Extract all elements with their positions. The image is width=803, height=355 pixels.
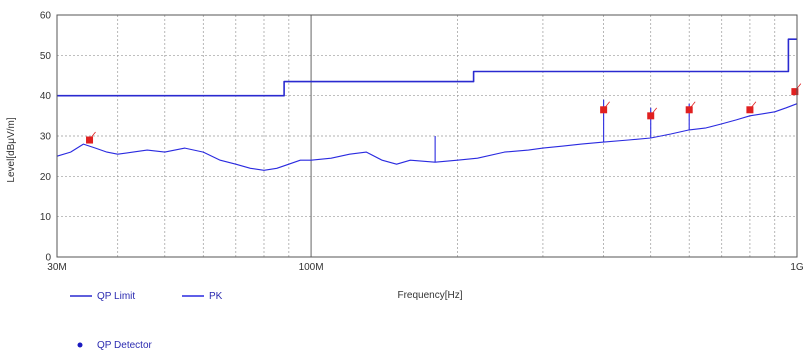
qp-detector-marker-tag	[690, 101, 696, 108]
y-tick-label: 40	[40, 91, 52, 102]
qp-detector-marker-tag	[605, 101, 610, 108]
legend-qp-detector-swatch	[77, 342, 83, 348]
pk-trace	[56, 103, 798, 171]
grid-layer	[57, 15, 797, 257]
legend: QP Limit PK QP Detector	[70, 291, 223, 351]
y-tick-label: 20	[40, 172, 52, 183]
qp-detector-marker	[746, 106, 754, 114]
y-tick-label: 10	[40, 212, 52, 223]
y-tick-label: 30	[40, 132, 52, 143]
qp-detector-marker	[685, 106, 693, 114]
plot-frame	[56, 14, 798, 258]
x-axis-title: Frequency[Hz]	[397, 290, 462, 301]
legend-qp-limit-label: QP Limit	[97, 291, 135, 302]
legend-qp-detector-label: QP Detector	[97, 340, 153, 351]
qp-detector-marker	[600, 106, 608, 114]
x-tick-label: 1G	[790, 262, 803, 273]
qp-limit-line	[57, 38, 797, 97]
y-tick-label: 0	[45, 253, 51, 264]
qp-detector-marker-tag	[796, 83, 802, 89]
y-axis-title: Level[dBμV/m]	[6, 117, 17, 182]
marker-layer	[86, 83, 802, 144]
qp-detector-marker	[791, 88, 799, 96]
qp-detector-marker-tag	[751, 101, 757, 108]
tick-layer: 0 10 20 30 40 50 60 30M 100M 1G	[40, 11, 803, 274]
qp-detector-marker-tag	[91, 131, 96, 138]
x-tick-label: 30M	[47, 262, 66, 273]
legend-pk-label: PK	[209, 291, 223, 302]
qp-detector-marker-tag	[652, 107, 658, 114]
x-tick-label: 100M	[299, 262, 324, 273]
y-tick-label: 60	[40, 11, 52, 22]
y-tick-label: 50	[40, 51, 52, 62]
qp-detector-marker	[86, 136, 94, 144]
qp-detector-marker	[647, 112, 655, 120]
